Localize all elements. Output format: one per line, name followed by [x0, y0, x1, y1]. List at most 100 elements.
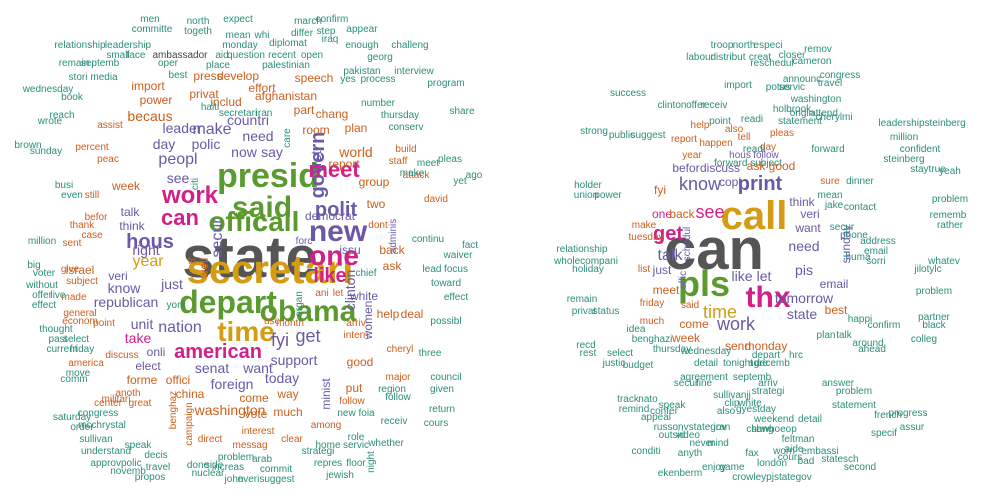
cloud-word: strong	[580, 126, 608, 137]
cloud-word: yes	[340, 74, 356, 85]
cloud-word: confirm	[867, 320, 901, 331]
cloud-word: challeng	[391, 40, 429, 51]
cloud-word: yeah	[939, 166, 961, 177]
cloud-word: budget	[622, 360, 654, 371]
cloud-word: problem	[217, 452, 255, 463]
cloud-word: talk	[657, 247, 683, 264]
cloud-word: thursday	[652, 344, 692, 355]
cloud-word: forward	[811, 144, 845, 155]
cloud-word: wholecompani	[554, 256, 618, 267]
cloud-word: tell	[737, 132, 751, 143]
cloud-word: appear	[346, 24, 378, 35]
cloud-word: black	[922, 320, 946, 331]
cloud-word: three	[418, 348, 442, 359]
cloud-word: secretari	[186, 248, 354, 292]
cloud-word: pleas	[770, 128, 794, 139]
cloud-word: need	[788, 238, 820, 254]
cloud-word: thank	[69, 220, 95, 231]
cloud-word: time	[217, 316, 275, 347]
cloud-word: part	[293, 103, 315, 117]
cloud-word: georg	[367, 52, 393, 63]
cloud-word: israel	[65, 263, 95, 277]
cloud-word: strategi	[751, 386, 785, 397]
cloud-word: problem	[915, 286, 953, 297]
cloud-word: thx	[745, 281, 791, 314]
cloud-word: befor	[84, 212, 108, 223]
cloud-word: propos	[134, 472, 166, 483]
cloud-word: pakistan	[343, 66, 381, 77]
cloud-word: place	[206, 60, 230, 71]
cloud-word: import	[724, 80, 752, 91]
cloud-word: confer	[650, 406, 678, 417]
cloud-word: gyestday	[735, 404, 777, 415]
cloud-word: ago	[465, 170, 483, 181]
cloud-word: clear	[281, 434, 303, 445]
cloud-word: sullivanjj	[713, 390, 751, 401]
cloud-word: ani	[315, 288, 329, 299]
cloud-word: power	[139, 93, 173, 107]
cloud-word: rest	[579, 348, 597, 359]
cloud-word: face	[126, 50, 146, 61]
cloud-word: huma	[845, 252, 871, 263]
cloud-word: work	[716, 314, 756, 334]
cloud-word: colleg	[910, 334, 938, 345]
cloud-word: floor	[346, 458, 366, 469]
cloud-word: togeth	[184, 26, 212, 37]
cloud-word: see	[166, 170, 190, 186]
cloud-word: cours	[777, 452, 803, 463]
cloud-word: way	[277, 387, 299, 401]
cloud-word: labour	[686, 52, 714, 63]
cloud-word: messag	[232, 440, 268, 451]
cloud-word: presid	[216, 157, 320, 195]
cloud-word: chang	[315, 107, 349, 121]
cloud-word: case	[81, 230, 103, 241]
cloud-word: let	[332, 288, 344, 299]
cloud-word: statesch	[821, 454, 859, 465]
cloud-word: staytrue	[910, 164, 946, 175]
cloud-word: friday	[69, 344, 95, 355]
cloud-word: expect	[223, 14, 253, 25]
cloud-word: happi	[847, 314, 873, 325]
cloud-word: anyth	[677, 448, 703, 459]
cloud-word: among	[310, 420, 342, 431]
cloud-word: help	[690, 120, 710, 131]
cloud-word: offic	[678, 270, 689, 290]
cloud-word: fine	[695, 378, 713, 389]
cloud-word: know	[678, 174, 722, 194]
cloud-word: staff	[388, 156, 408, 167]
word-cloud-right: can call pls thx print know see get talk time work…	[504, 0, 1008, 504]
cloud-word: weekend	[753, 414, 795, 425]
cloud-word: email	[819, 277, 849, 291]
cloud-word: yet	[453, 176, 467, 187]
cloud-word: sbwhoeop	[751, 424, 797, 435]
cloud-word: relationship	[556, 244, 608, 255]
cloud-word: men	[140, 14, 160, 25]
cloud-word: time	[702, 302, 738, 322]
cloud-word: help	[376, 307, 400, 321]
cloud-word: recent	[268, 50, 296, 61]
cloud-word: benghazi	[631, 334, 673, 345]
cloud-word: london	[756, 458, 788, 469]
cloud-word: council	[430, 372, 462, 383]
cloud-word: clinton	[657, 100, 687, 111]
cloud-word: give	[60, 264, 80, 275]
cloud-word: aide	[784, 444, 804, 455]
cloud-word: right	[132, 242, 160, 258]
cloud-word: care	[282, 128, 293, 148]
cloud-word: befor	[672, 161, 700, 175]
cloud-word: import	[131, 79, 165, 93]
cloud-word: focus	[444, 264, 468, 275]
cloud-word: elect	[135, 359, 161, 373]
cloud-word: world	[339, 144, 373, 160]
cloud-word: voter	[32, 268, 56, 279]
cloud-word: brown	[14, 140, 42, 151]
cloud-word: closer	[778, 50, 806, 61]
cloud-word: confirm	[315, 14, 349, 25]
cloud-word: progress	[888, 408, 928, 419]
cloud-word: take	[124, 330, 152, 346]
cloud-word: assist	[97, 120, 123, 131]
cloud-word: offer	[686, 100, 706, 111]
cloud-word: secretari	[218, 108, 258, 119]
cloud-word: talk	[120, 205, 140, 219]
cloud-word: iran	[713, 422, 731, 433]
